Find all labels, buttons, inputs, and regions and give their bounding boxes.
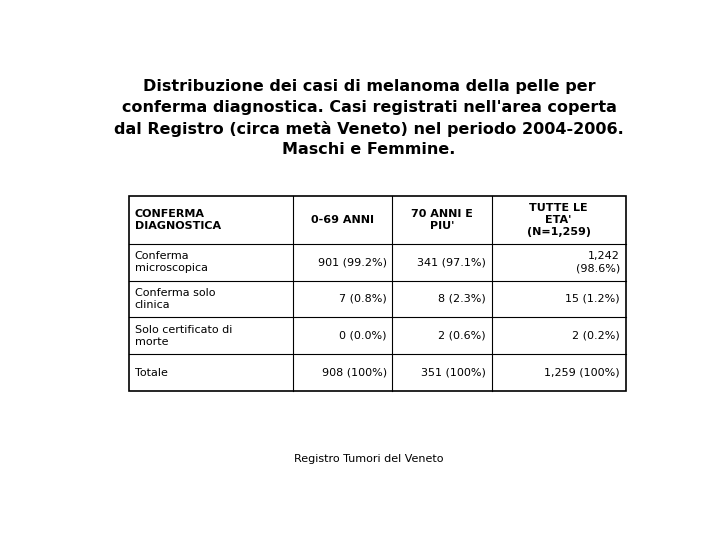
Text: Conferma
microscopica: Conferma microscopica [135,251,207,273]
Text: CONFERMA
DIAGNOSTICA: CONFERMA DIAGNOSTICA [135,209,221,231]
Text: 1,242
(98.6%): 1,242 (98.6%) [576,251,620,273]
Text: Registro Tumori del Veneto: Registro Tumori del Veneto [294,454,444,464]
Text: 8 (2.3%): 8 (2.3%) [438,294,486,304]
Text: 0 (0.0%): 0 (0.0%) [339,331,387,341]
Text: 341 (97.1%): 341 (97.1%) [417,257,486,267]
Text: 1,259 (100%): 1,259 (100%) [544,368,620,378]
Text: 7 (0.8%): 7 (0.8%) [339,294,387,304]
Text: Totale: Totale [135,368,168,378]
Text: 2 (0.2%): 2 (0.2%) [572,331,620,341]
Text: 901 (99.2%): 901 (99.2%) [318,257,387,267]
Text: TUTTE LE
ETA'
(N=1,259): TUTTE LE ETA' (N=1,259) [526,202,590,237]
Text: 0-69 ANNI: 0-69 ANNI [311,215,374,225]
Text: 908 (100%): 908 (100%) [322,368,387,378]
Text: Distribuzione dei casi di melanoma della pelle per
conferma diagnostica. Casi re: Distribuzione dei casi di melanoma della… [114,79,624,157]
Text: 351 (100%): 351 (100%) [421,368,486,378]
Text: Conferma solo
clinica: Conferma solo clinica [135,288,215,310]
Text: 70 ANNI E
PIU': 70 ANNI E PIU' [411,209,473,231]
Text: 2 (0.6%): 2 (0.6%) [438,331,486,341]
Text: 15 (1.2%): 15 (1.2%) [565,294,620,304]
Text: Solo certificato di
morte: Solo certificato di morte [135,325,232,347]
